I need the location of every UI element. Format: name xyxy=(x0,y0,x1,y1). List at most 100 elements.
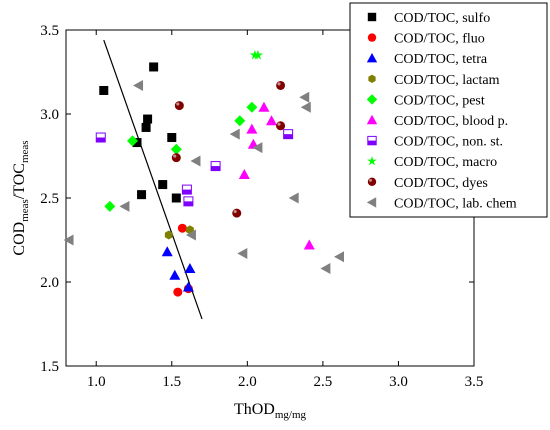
x-tick-label: 3.5 xyxy=(465,374,484,390)
data-point-series-1 xyxy=(173,287,183,297)
data-point-series-2 xyxy=(184,263,196,274)
data-point-series-8 xyxy=(276,80,286,90)
data-point-series-6 xyxy=(283,129,294,140)
data-point-series-2 xyxy=(182,281,194,292)
data-point-series-4 xyxy=(234,115,246,127)
data-point-series-8 xyxy=(232,208,242,218)
legend-item: COD/TOC, non. st. xyxy=(367,135,503,150)
data-point-series-6 xyxy=(181,184,192,195)
legend-item: COD/TOC, lab. chem xyxy=(366,196,517,211)
data-point-series-3 xyxy=(164,230,173,240)
y-tick-label: 2.5 xyxy=(40,191,59,207)
legend-label: COD/TOC, tetra xyxy=(394,52,488,67)
data-point-series-0 xyxy=(99,85,109,95)
data-point-series-4 xyxy=(170,143,182,155)
legend-marker xyxy=(366,53,378,63)
data-point-series-5 xyxy=(246,123,258,134)
data-point-series-5 xyxy=(258,101,270,112)
legend-item: COD/TOC, macro xyxy=(367,155,497,170)
x-tick-label: 3.0 xyxy=(389,374,408,390)
data-point-series-0 xyxy=(132,138,142,148)
x-axis-title-subscript: mg/mg xyxy=(275,409,307,421)
legend-marker xyxy=(366,114,378,125)
legend-label: COD/TOC, non. st. xyxy=(394,135,503,150)
legend-item: COD/TOC, sulfo xyxy=(367,11,490,26)
data-point-series-6 xyxy=(210,161,221,172)
y-tick-label: 1.5 xyxy=(40,359,59,375)
legend-label: COD/TOC, fluo xyxy=(394,32,485,47)
y-axis-title: CODmeas/TOCmeas xyxy=(11,140,31,255)
data-point-series-6 xyxy=(95,132,106,143)
legend-label: COD/TOC, blood p. xyxy=(394,114,508,129)
legend-item: COD/TOC, blood p. xyxy=(366,114,508,129)
legend-marker xyxy=(366,94,378,105)
data-point-series-2 xyxy=(169,269,181,280)
data-point-series-4 xyxy=(126,135,138,147)
data-point-series-0 xyxy=(167,133,177,143)
data-point-series-4 xyxy=(104,200,116,212)
legend-label: COD/TOC, macro xyxy=(394,155,497,170)
legend-marker xyxy=(367,156,377,166)
x-axis-title-main: ThOD xyxy=(234,401,275,418)
legend: COD/TOC, sulfo COD/TOC, fluo COD/TOC, tetr… xyxy=(349,2,548,218)
data-point-series-0 xyxy=(171,193,181,203)
legend-marker xyxy=(367,177,377,186)
y-axis-title-subscript: meas xyxy=(19,140,31,163)
data-point-series-2 xyxy=(161,246,173,257)
data-point-series-9 xyxy=(299,91,310,103)
data-point-series-9 xyxy=(300,101,311,113)
trend-line-group xyxy=(103,39,203,320)
data-point-series-9 xyxy=(119,200,130,212)
legend-marker xyxy=(368,74,376,83)
y-tick-label: 3.5 xyxy=(40,23,59,39)
data-point-series-0 xyxy=(158,180,168,190)
trend-line xyxy=(103,39,203,320)
data-point-series-9 xyxy=(252,142,263,154)
data-point-series-0 xyxy=(141,122,151,132)
data-point-series-8 xyxy=(276,121,286,131)
legend-marker xyxy=(367,135,377,146)
data-point-series-8 xyxy=(171,153,181,163)
legend-item: COD/TOC, lactam xyxy=(368,73,500,88)
data-point-series-0 xyxy=(137,190,147,200)
legend-label: COD/TOC, lab. chem xyxy=(394,196,517,211)
legend-label: COD/TOC, lactam xyxy=(394,73,500,88)
data-point-series-9 xyxy=(133,79,144,91)
legend-box xyxy=(349,2,548,218)
legend-item: COD/TOC, dyes xyxy=(367,176,488,191)
legend-label: COD/TOC, dyes xyxy=(394,176,488,191)
legend-item: COD/TOC, fluo xyxy=(367,32,485,47)
x-tick-label: 2.0 xyxy=(238,374,257,390)
legend-marker xyxy=(366,197,377,208)
data-point-series-4 xyxy=(246,101,258,113)
data-point-series-9 xyxy=(334,251,345,263)
data-point-series-5 xyxy=(266,115,278,126)
data-point-series-5 xyxy=(303,239,315,250)
data-point-series-0 xyxy=(143,114,153,124)
x-tick-label: 1.5 xyxy=(162,374,181,390)
legend-item: COD/TOC, tetra xyxy=(366,52,488,67)
data-point-series-0 xyxy=(149,62,159,72)
legend-label: COD/TOC, pest xyxy=(394,93,485,108)
legend-item: COD/TOC, pest xyxy=(366,93,485,108)
y-axis-title-part: COD xyxy=(11,222,28,256)
data-point-series-9 xyxy=(229,128,240,140)
data-point-series-9 xyxy=(288,192,299,204)
axes: 1.0 1.5 2.0 2.5 3.0 3.5 1.5 2.0 2.5 3.0 3.5 ThODmg/… xyxy=(11,23,483,421)
data-point-series-9 xyxy=(320,263,331,275)
data-point-series-6 xyxy=(183,196,194,207)
data-point-series-9 xyxy=(190,155,201,167)
data-point-series-8 xyxy=(174,101,184,111)
data-point-series-1 xyxy=(177,223,187,233)
data-point-series-9 xyxy=(237,247,248,259)
data-point-series-7 xyxy=(252,49,264,60)
data-point-series-9 xyxy=(63,234,74,246)
y-tick-label: 3.0 xyxy=(40,107,59,123)
x-tick-label: 2.5 xyxy=(314,374,333,390)
x-axis-title: ThODmg/mg xyxy=(234,401,307,421)
legend-label: COD/TOC, sulfo xyxy=(394,11,490,26)
y-axis-title-part: /TOC xyxy=(11,163,28,199)
data-point-series-5 xyxy=(238,168,250,179)
y-axis-title-subscript: meas xyxy=(19,199,31,222)
